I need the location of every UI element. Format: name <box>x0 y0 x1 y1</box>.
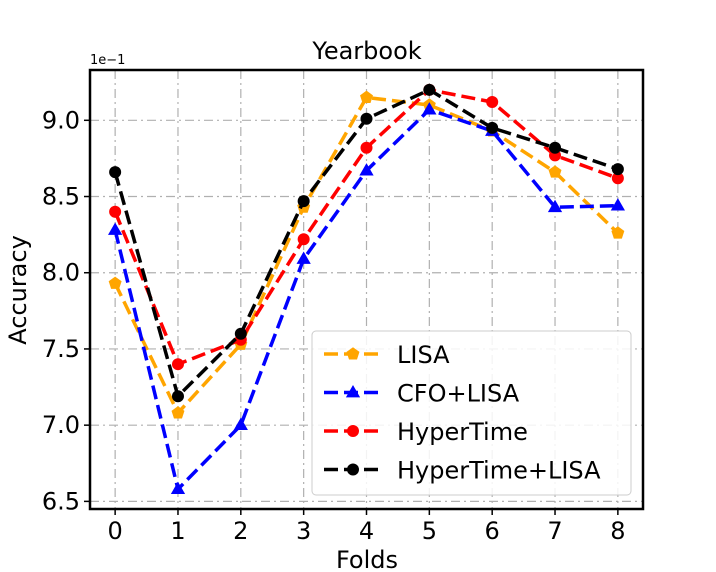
legend-label: CFO+LISA <box>397 380 520 408</box>
y-axis-offset-label: 1e−1 <box>90 53 125 68</box>
x-tick-label: 1 <box>170 517 185 545</box>
x-tick-label: 2 <box>233 517 248 545</box>
data-point <box>360 112 373 125</box>
x-tick-label: 8 <box>610 517 625 545</box>
legend-label: LISA <box>397 341 450 369</box>
data-point <box>486 121 499 134</box>
legend-label: HyperTime <box>397 418 528 446</box>
data-point <box>359 163 374 176</box>
y-tick-label: 7.5 <box>42 335 80 363</box>
series-group <box>108 83 625 495</box>
y-tick-label: 6.5 <box>42 487 80 515</box>
data-point <box>109 166 122 179</box>
y-tick-label: 8.0 <box>42 259 80 287</box>
data-point <box>611 163 624 176</box>
x-axis-label: Folds <box>336 546 398 572</box>
series-hypertime-lisa <box>109 83 624 403</box>
legend-marker <box>346 347 360 360</box>
x-tick-label: 0 <box>107 517 122 545</box>
x-tick-label: 7 <box>547 517 562 545</box>
data-point <box>171 406 185 419</box>
x-tick-label: 4 <box>359 517 374 545</box>
data-point <box>233 417 248 431</box>
data-point <box>171 390 184 403</box>
y-axis-label: Accuracy <box>4 235 32 345</box>
legend-marker <box>347 425 359 437</box>
data-point <box>423 83 436 96</box>
data-point <box>109 205 122 218</box>
data-point <box>549 141 562 154</box>
legend-box <box>311 330 632 496</box>
legend-marker <box>345 385 361 398</box>
data-point <box>360 141 373 154</box>
data-point <box>297 233 310 246</box>
data-point <box>170 481 186 495</box>
y-tick-label: 7.0 <box>42 411 80 439</box>
data-point <box>422 102 437 115</box>
data-point <box>296 251 311 264</box>
legend-entry: HyperTime+LISA <box>324 457 601 485</box>
data-point <box>108 222 123 235</box>
series-cfo-lisa <box>108 102 625 495</box>
legend-entry: HyperTime <box>324 418 528 446</box>
legend-marker <box>347 463 359 476</box>
data-point <box>234 327 247 340</box>
y-tick-label: 8.5 <box>42 183 80 211</box>
x-tick-label: 3 <box>296 517 311 545</box>
chart-title: Yearbook <box>311 37 421 65</box>
x-tick-label: 5 <box>422 517 437 545</box>
legend-label: HyperTime+LISA <box>397 457 601 485</box>
axis-ticks: 0 1 2 3 4 5 6 7 8 6.5 7.0 7.5 8.0 8.5 9.0 <box>42 106 626 545</box>
legend: LISA CFO+LISA HyperTime HyperTime+LISA <box>311 330 632 496</box>
data-point <box>486 96 499 109</box>
data-point <box>610 198 625 211</box>
data-point <box>547 199 563 213</box>
data-point <box>611 226 625 239</box>
data-point <box>108 276 122 289</box>
legend-entry: LISA <box>324 341 450 369</box>
legend-entry: CFO+LISA <box>324 380 520 408</box>
data-point <box>611 172 624 185</box>
y-tick-label: 9.0 <box>42 106 80 134</box>
data-point <box>171 358 184 371</box>
data-point <box>548 165 562 178</box>
data-point <box>297 195 310 208</box>
data-point <box>360 90 373 103</box>
x-tick-label: 6 <box>485 517 500 545</box>
